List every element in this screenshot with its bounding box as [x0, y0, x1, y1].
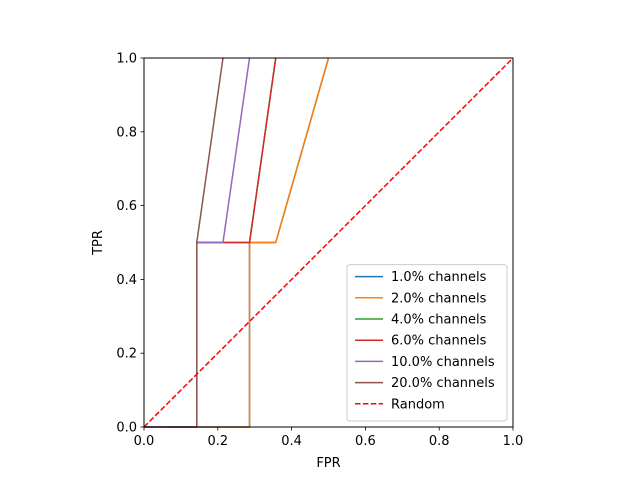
y-tick-label: 0.4: [116, 273, 137, 288]
x-tick-label: 0.0: [134, 434, 155, 449]
y-tick-label: 0.8: [116, 125, 137, 140]
y-tick-label: 1.0: [116, 52, 137, 67]
legend-box: [346, 264, 508, 422]
x-axis-label: FPR: [316, 456, 340, 471]
legend-label: 20.0% channels: [391, 376, 495, 391]
legend-label: 10.0% channels: [391, 355, 495, 370]
y-axis: 0.0 0.2 0.4 0.6 0.8 1.0: [116, 52, 144, 436]
legend: 1.0% channels 2.0% channels 4.0% channels 6…: [346, 264, 508, 422]
y-tick-label: 0.0: [116, 421, 137, 436]
x-tick-label: 0.6: [355, 434, 376, 449]
legend-label: 1.0% channels: [391, 270, 487, 285]
y-tick-label: 0.6: [116, 199, 137, 214]
x-tick-label: 0.8: [429, 434, 450, 449]
axes-frame: [143, 57, 514, 428]
legend-label: 6.0% channels: [391, 334, 487, 349]
series-line-6: [143, 57, 514, 428]
x-tick-label: 0.4: [281, 434, 302, 449]
y-axis-label: TPR: [91, 230, 106, 256]
legend-label: 2.0% channels: [391, 291, 487, 306]
legend-label: Random: [391, 397, 445, 412]
legend-label: 4.0% channels: [391, 313, 487, 328]
x-tick-label: 0.2: [207, 434, 228, 449]
x-axis: 0.0 0.2 0.4 0.6 0.8 1.0: [134, 427, 524, 449]
x-tick-label: 1.0: [503, 434, 524, 449]
y-tick-label: 0.2: [116, 347, 137, 362]
